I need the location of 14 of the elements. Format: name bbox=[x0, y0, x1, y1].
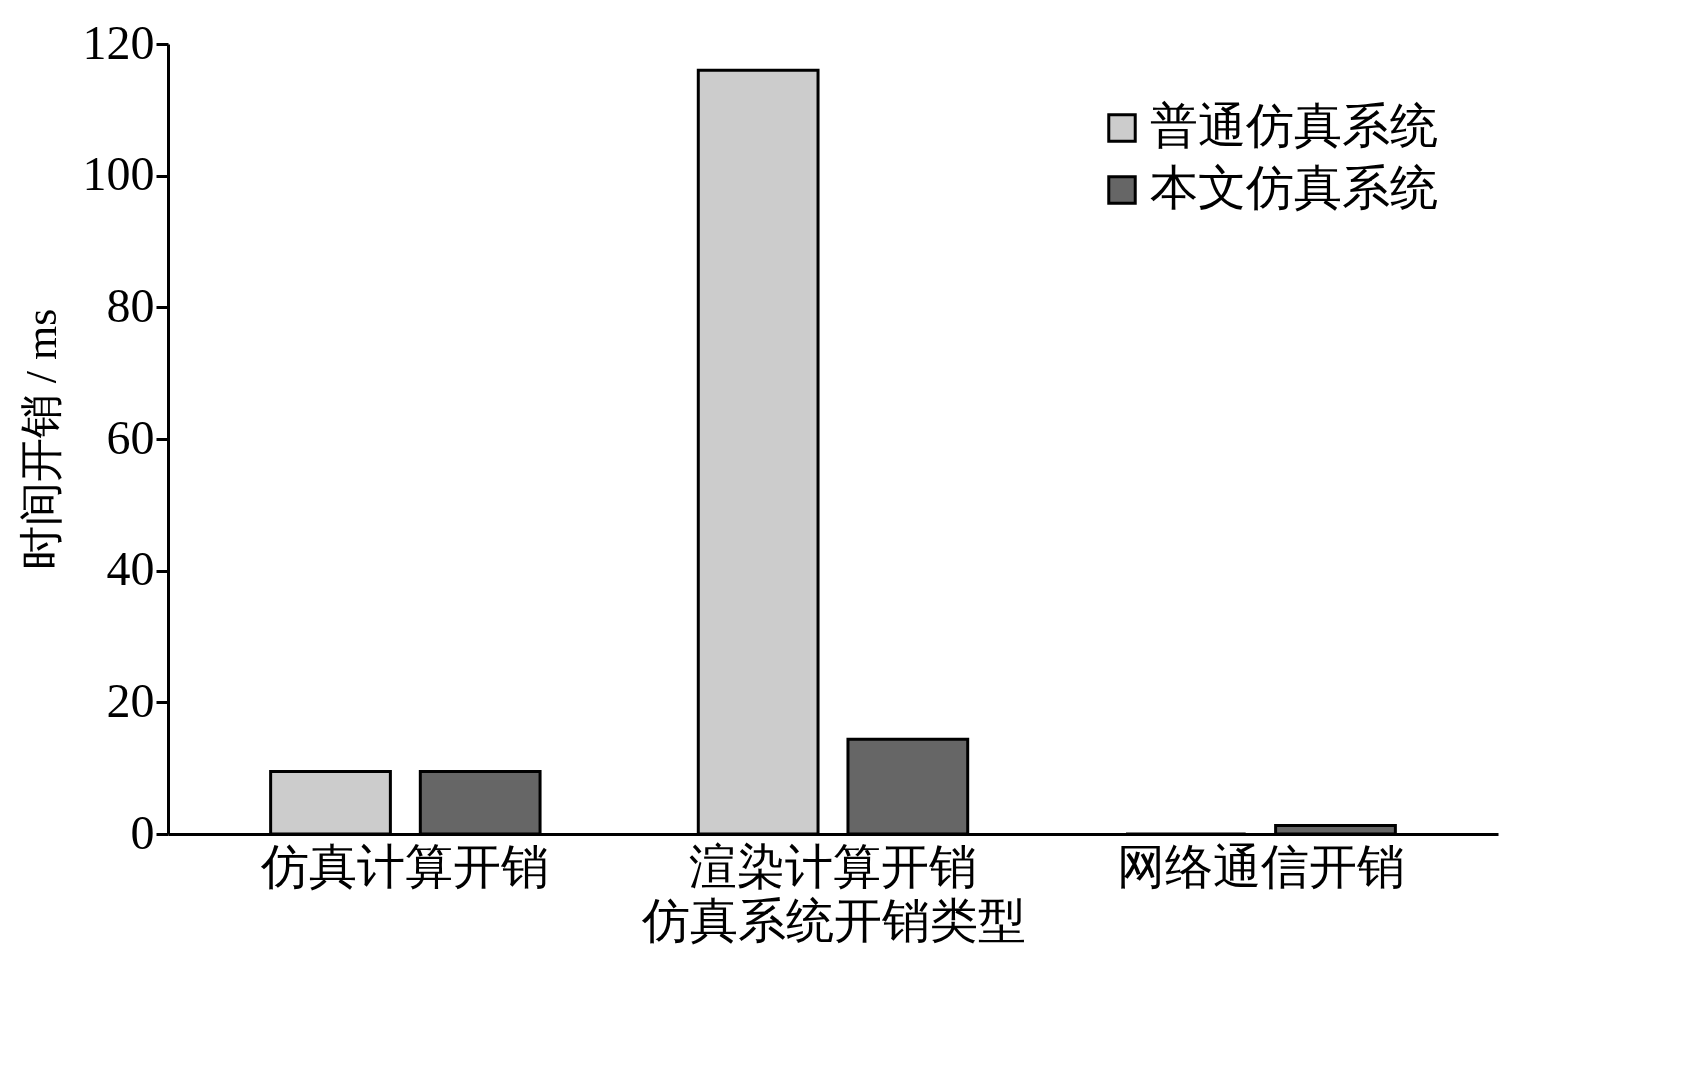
x-tick-label: 渲染计算开销 bbox=[689, 839, 977, 893]
y-tick-label: 100 bbox=[82, 147, 155, 201]
y-tick-label: 40 bbox=[106, 542, 155, 596]
y-tick-label: 0 bbox=[130, 805, 155, 859]
legend-label: 本文仿真系统 bbox=[1150, 161, 1438, 214]
y-tick-label: 20 bbox=[106, 673, 155, 727]
y-axis-title: 时间开销 / ms bbox=[16, 308, 66, 571]
y-tick-label: 60 bbox=[106, 410, 155, 464]
legend-label: 普通仿真系统 bbox=[1150, 99, 1438, 152]
y-tick-label: 80 bbox=[106, 278, 155, 332]
x-tick-label: 网络通信开销 bbox=[1116, 839, 1405, 893]
y-tick-label: 120 bbox=[82, 15, 155, 69]
x-axis-title: 仿真系统开销类型 bbox=[640, 893, 1026, 947]
x-tick-label: 仿真计算开销 bbox=[260, 839, 550, 893]
